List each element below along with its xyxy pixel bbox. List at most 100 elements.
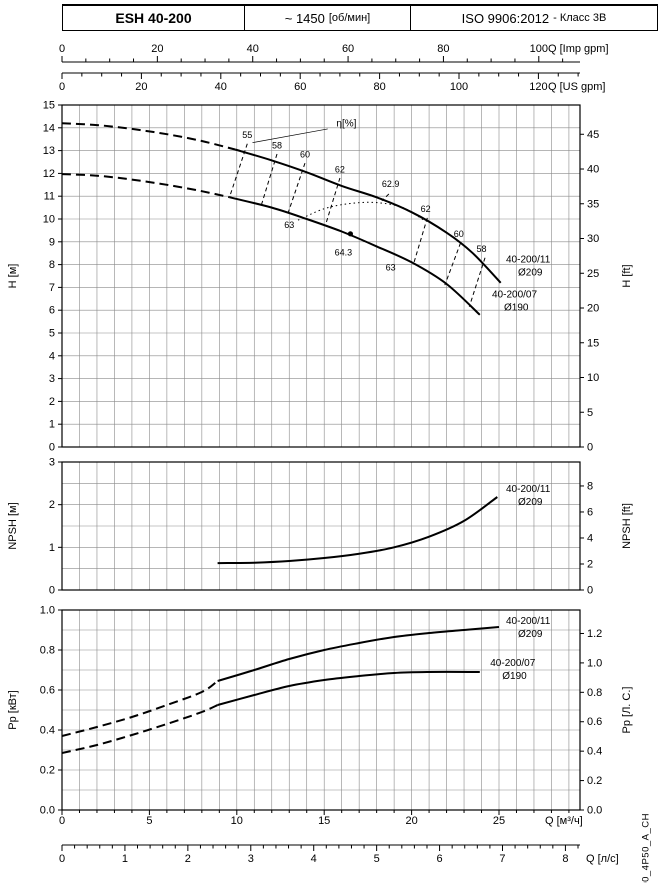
tick-label: 5 [587,407,593,419]
efficiency-line-58 [260,153,278,206]
tick-label: 0.2 [587,775,602,787]
tick-label: 1 [49,542,55,554]
tick-label: 0 [587,585,593,597]
tick-label: 3 [49,457,55,469]
tick-label: 0.2 [40,765,55,777]
curve-40-200/07-extrapolated [61,173,231,199]
head-chart-axis-right: 0 5 10 15 20 25 30 35 40 45 [580,129,599,454]
efficiency-value: 60 [300,149,310,159]
curve-size-label: Ø209 [518,497,543,508]
curve-40-200/07 [229,196,481,316]
npsh-chart-grid [62,462,580,590]
tick-label: 0 [59,81,65,93]
title-block: ESH 40-200 ~ 1450 [об/мин] ISO 9906:2012… [62,4,658,31]
efficiency-value: 58 [272,140,282,150]
tick-label: 0 [59,43,65,55]
power-chart-grid [62,610,580,810]
efficiency-value: 62.9 [382,179,400,189]
tick-label: 2 [49,499,55,511]
npsh-chart-axis-left: 0 1 2 3 [49,457,62,597]
bep-marker [347,231,354,237]
efficiency-line-55 [229,143,248,197]
speed-value: ~ 1450 [284,10,325,26]
speed-unit: [об/мин] [328,12,371,24]
tick-label: 5 [146,815,152,827]
curve-label: 40-200/11 [506,484,551,495]
head-chart-ylabel-right: H [ft] [621,264,633,287]
tick-label: 20 [587,303,599,315]
curve-size-label: Ø209 [518,267,543,278]
tick-label: 5 [49,328,55,340]
tick-label: 2 [49,396,55,408]
tick-label: 3 [49,373,55,385]
tick-label: 40 [587,164,599,176]
m3h-axis-title: Q [м³/ч] [545,815,583,827]
top-axis-imp-gpm-title: Q [Imp gpm] [548,43,609,55]
tick-label: 45 [587,129,599,141]
pump-model: ESH 40-200 [63,6,244,30]
efficiency-value: 62 [335,164,345,174]
head-chart: 0123456789101112131415051015202530354045… [7,100,633,454]
efficiency-line-60 [444,242,462,286]
efficiency-value: 62 [421,204,431,214]
tick-label: 0.0 [40,805,55,817]
tick-label: 25 [493,815,505,827]
tick-label: 8 [562,853,568,865]
tick-label: 8 [587,480,593,492]
tick-label: 3 [248,853,254,865]
tick-label: 9 [49,236,55,248]
tick-label: 5 [374,853,380,865]
pump-model-text: ESH 40-200 [115,10,192,26]
tick-label: 0.6 [40,685,55,697]
standard-class: - Класс 3В [553,12,607,24]
power-chart-axis-right: 0.0 0.2 0.4 0.6 0.8 1.0 1.2 [580,628,602,817]
tick-label: 0.6 [587,716,602,728]
npsh-chart-ylabel-right: NPSH [ft] [621,503,633,549]
curve-40-200/11 [234,148,502,284]
head-chart-frame [61,104,581,448]
tick-label: 1 [122,853,128,865]
eta-label: η[%] [336,119,356,130]
npsh-chart: 0 1 2 3 0 2 4 6 8 NPSH [м] NPSH [ft] 40-200/11 Ø209 [7,457,633,597]
efficiency-island [297,201,425,221]
tick-label: 6 [437,853,443,865]
tick-label: 0.0 [587,805,602,817]
tick-label: 4 [311,853,317,865]
tick-label: 10 [587,372,599,384]
tick-label: 20 [405,815,417,827]
tick-label: 40 [247,43,259,55]
tick-label: 0.8 [40,645,55,657]
tick-label: 80 [373,81,385,93]
tick-label: 14 [43,122,55,134]
tick-label: 4 [49,350,55,362]
bottom-axis-m3h: 0 5 10 15 20 25 Q [м³/ч] [59,810,583,827]
tick-label: 1.0 [40,605,55,617]
efficiency-line-58 [468,257,486,307]
tick-label: 6 [587,506,593,518]
curve-size-label: Ø190 [504,303,529,314]
tick-label: 120 [529,81,547,93]
tick-label: 7 [49,282,55,294]
curve-size-label: Ø209 [518,629,543,640]
efficiency-value: 55 [242,130,252,140]
top-axis-us-gpm: 0 20 40 60 80 100 120 Q [US gpm] [59,72,605,93]
tick-label: 80 [437,43,449,55]
tick-label: 0.4 [40,725,55,737]
tick-label: 10 [43,214,55,226]
test-standard: ISO 9906:2012 - Класс 3В [410,6,657,30]
tick-label: 0.4 [587,746,602,758]
head-chart-grid [62,105,580,447]
curve-40-200/11-extrapolated [61,122,236,151]
top-axis-us-gpm-title: Q [US gpm] [548,81,605,93]
power-chart-ylabel-left: Pp [кВт] [7,690,19,729]
tick-label: 11 [44,191,55,203]
power-chart-axis-left: 0.0 0.2 0.4 0.6 0.8 1.0 [40,605,62,817]
tick-label: 15 [43,100,55,112]
npsh-chart-axis-right: 0 2 4 6 8 [580,480,593,597]
tick-label: 0.8 [587,687,602,699]
drawing-code: ESH40-200_4P50_A_CH [641,813,652,883]
tick-label: 6 [49,305,55,317]
tick-label: 8 [49,259,55,271]
